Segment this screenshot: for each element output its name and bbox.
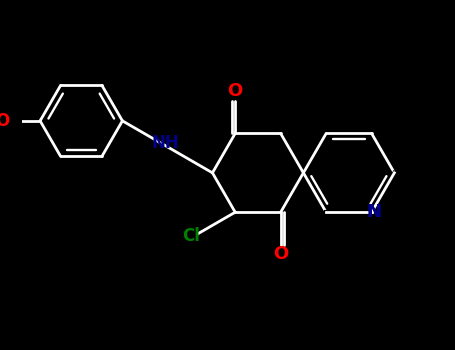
- Text: Cl: Cl: [182, 227, 200, 245]
- Text: N: N: [366, 203, 381, 221]
- Text: N: N: [366, 203, 381, 221]
- Text: NH: NH: [152, 133, 179, 152]
- Text: O: O: [228, 83, 243, 100]
- Text: O: O: [0, 112, 9, 130]
- Text: O: O: [273, 245, 288, 263]
